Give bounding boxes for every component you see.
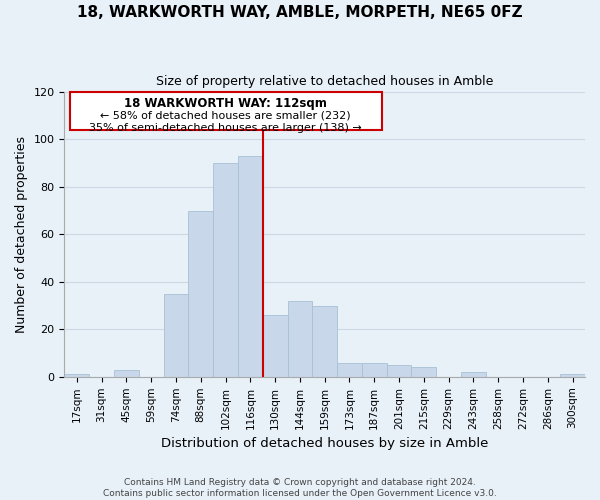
- Bar: [164, 294, 188, 377]
- Bar: [188, 210, 213, 377]
- FancyBboxPatch shape: [70, 92, 382, 130]
- Bar: [362, 362, 386, 377]
- Text: 18 WARKWORTH WAY: 112sqm: 18 WARKWORTH WAY: 112sqm: [124, 97, 327, 110]
- X-axis label: Distribution of detached houses by size in Amble: Distribution of detached houses by size …: [161, 437, 488, 450]
- Bar: [114, 370, 139, 377]
- Bar: [213, 163, 238, 377]
- Text: 35% of semi-detached houses are larger (138) →: 35% of semi-detached houses are larger (…: [89, 124, 362, 134]
- Y-axis label: Number of detached properties: Number of detached properties: [15, 136, 28, 333]
- Bar: [337, 362, 362, 377]
- Bar: [313, 306, 337, 377]
- Text: Contains HM Land Registry data © Crown copyright and database right 2024.
Contai: Contains HM Land Registry data © Crown c…: [103, 478, 497, 498]
- Text: ← 58% of detached houses are smaller (232): ← 58% of detached houses are smaller (23…: [100, 110, 351, 120]
- Bar: [64, 374, 89, 377]
- Bar: [287, 301, 313, 377]
- Bar: [238, 156, 263, 377]
- Bar: [412, 368, 436, 377]
- Text: 18, WARKWORTH WAY, AMBLE, MORPETH, NE65 0FZ: 18, WARKWORTH WAY, AMBLE, MORPETH, NE65 …: [77, 5, 523, 20]
- Bar: [263, 315, 287, 377]
- Bar: [386, 365, 412, 377]
- Bar: [461, 372, 486, 377]
- Title: Size of property relative to detached houses in Amble: Size of property relative to detached ho…: [156, 75, 493, 88]
- Bar: [560, 374, 585, 377]
